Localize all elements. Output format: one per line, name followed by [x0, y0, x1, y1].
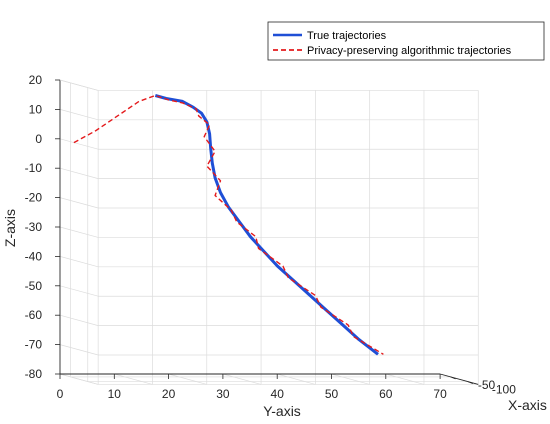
legend-box — [267, 21, 545, 61]
y-tick-label: 50 — [325, 387, 339, 401]
y-axis-label: Y-axis — [263, 403, 301, 419]
legend-label-true: True trajectories — [307, 30, 387, 42]
grid-line — [59, 167, 99, 179]
z-tick-label: 0 — [35, 132, 42, 146]
y-tick-label: 60 — [379, 387, 393, 401]
z-tick-label: -20 — [25, 191, 43, 205]
x-tick-label: -100 — [492, 383, 516, 397]
y-tick-label: 70 — [433, 387, 447, 401]
z-tick-label: -80 — [25, 367, 43, 381]
x-axis-label: X-axis — [508, 397, 547, 413]
x-tick — [467, 381, 474, 384]
grid-line — [59, 109, 99, 121]
z-tick-label: -40 — [25, 249, 43, 263]
y-tick-label: 40 — [271, 387, 285, 401]
y-tick-label: 10 — [108, 387, 122, 401]
x-tick-label: -50 — [478, 378, 496, 392]
grid-line — [385, 373, 425, 385]
z-tick-label: -50 — [25, 279, 43, 293]
series-layer — [73, 94, 384, 356]
z-tick-label: 10 — [29, 102, 43, 116]
grid-line — [59, 256, 99, 268]
y-tick-label: 20 — [162, 387, 176, 401]
grid-line — [331, 373, 370, 385]
grid-line — [59, 226, 99, 238]
box-edge — [59, 79, 99, 91]
grid-line — [222, 373, 262, 385]
grid-line — [59, 314, 99, 326]
axis-walls — [55, 79, 479, 385]
grid-line — [59, 285, 99, 297]
grid-line — [168, 373, 207, 385]
z-tick-label: -70 — [25, 338, 43, 352]
legend-label-privacy: Privacy-preserving algorithmic trajector… — [307, 45, 512, 57]
y-tick-label: 0 — [57, 387, 64, 401]
grid-line — [59, 197, 99, 209]
true-trajectory-line — [154, 94, 379, 356]
grid-line — [277, 373, 316, 385]
grid-line — [114, 373, 153, 385]
x-axis-line — [439, 373, 479, 385]
z-tick-label: -10 — [25, 161, 43, 175]
legend: True trajectories Privacy-preserving alg… — [267, 21, 545, 61]
z-tick-label: -30 — [25, 220, 43, 234]
grid-line — [59, 344, 99, 356]
z-tick-label: -60 — [25, 308, 43, 322]
x-tick — [450, 376, 456, 380]
privacy-trajectory-line — [73, 94, 384, 355]
y-tick-label: 30 — [216, 387, 230, 401]
z-tick-label: 20 — [29, 73, 43, 87]
z-axis-label: Z-axis — [2, 209, 18, 247]
grid-line — [59, 138, 99, 150]
grid-line — [59, 373, 99, 385]
